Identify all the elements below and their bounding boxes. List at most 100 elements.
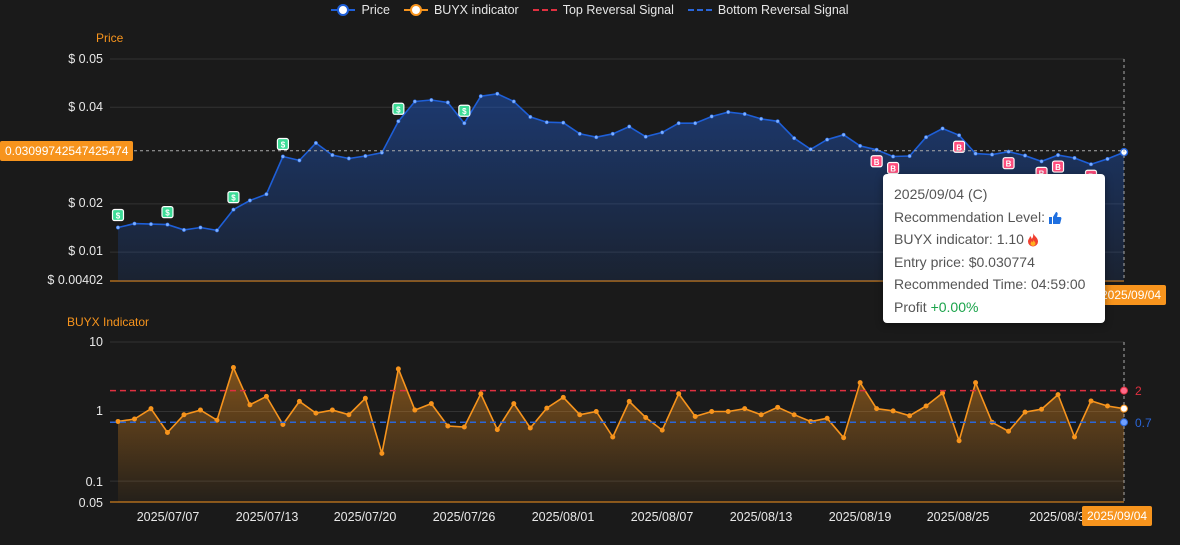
price-point-19 bbox=[429, 97, 434, 103]
buy-signal-marker-7[interactable]: $ bbox=[227, 191, 240, 204]
legend-item-price[interactable]: Price bbox=[331, 3, 390, 17]
buyx-y-tick-0: 10 bbox=[89, 335, 103, 349]
buyx-point-11 bbox=[296, 398, 302, 404]
price-point-56 bbox=[1039, 159, 1044, 164]
x-tick-8: 2025/08/25 bbox=[926, 510, 990, 524]
price-point-6 bbox=[214, 228, 220, 233]
bottom-reversal-endpoint bbox=[1120, 418, 1128, 427]
price-point-30 bbox=[610, 131, 615, 136]
price-point-60 bbox=[1105, 156, 1110, 161]
buyx-point-31 bbox=[626, 398, 632, 404]
buyx-point-22 bbox=[478, 391, 484, 397]
svg-text:$: $ bbox=[231, 194, 236, 203]
legend-buyx-marker bbox=[403, 4, 428, 16]
buyx-point-8 bbox=[247, 402, 253, 408]
buyx-point-18 bbox=[412, 407, 418, 413]
legend-bottom-reversal-label: Bottom Reversal Signal bbox=[717, 3, 849, 17]
price-point-16 bbox=[379, 150, 384, 155]
buyx-point-40 bbox=[775, 404, 781, 410]
buyx-point-51 bbox=[956, 438, 962, 444]
svg-text:$: $ bbox=[281, 141, 286, 150]
buyx-point-1 bbox=[131, 416, 137, 422]
buyx-point-43 bbox=[824, 415, 830, 421]
price-point-7 bbox=[231, 207, 236, 212]
buyx-point-9 bbox=[263, 393, 269, 399]
price-area bbox=[118, 93, 1124, 281]
buyx-point-24 bbox=[511, 401, 517, 407]
svg-text:$: $ bbox=[462, 107, 467, 116]
price-point-46 bbox=[874, 147, 879, 152]
buyx-panel-title: BUYX Indicator bbox=[67, 315, 150, 329]
legend-item-buyx[interactable]: BUYX indicator bbox=[403, 3, 519, 17]
buy-signal-marker-0[interactable]: $ bbox=[111, 208, 125, 222]
buy-signal-marker-3[interactable]: $ bbox=[161, 206, 174, 219]
price-point-25 bbox=[528, 114, 533, 119]
buyx-point-36 bbox=[709, 409, 715, 415]
buy-signal-marker-17[interactable]: $ bbox=[392, 102, 405, 115]
tooltip-buyx: BUYX indicator: 1.10 bbox=[894, 231, 1024, 248]
buyx-point-15 bbox=[362, 395, 368, 401]
buyx-point-27 bbox=[560, 394, 566, 400]
svg-text:$: $ bbox=[116, 212, 121, 221]
sell-signal-marker-47[interactable]: B bbox=[887, 161, 900, 175]
price-point-43 bbox=[825, 137, 830, 142]
x-tick-9: 2025/08/3 bbox=[1029, 510, 1085, 524]
buy-signal-marker-10[interactable]: $ bbox=[276, 137, 290, 151]
buyx-area bbox=[118, 367, 1124, 502]
x-tick-7: 2025/08/19 bbox=[828, 510, 892, 524]
sell-signal-marker-54[interactable]: B bbox=[1002, 157, 1015, 170]
buyx-point-55 bbox=[1022, 409, 1028, 415]
legend-price-marker bbox=[331, 4, 356, 16]
buyx-point-61 bbox=[1120, 404, 1128, 413]
sell-signal-marker-57[interactable]: B bbox=[1051, 160, 1065, 173]
buyx-point-10 bbox=[280, 422, 286, 428]
price-point-47 bbox=[891, 154, 896, 159]
top-reversal-endpoint bbox=[1120, 386, 1128, 395]
buyx-y-tick-1: 1 bbox=[96, 404, 103, 418]
buyx-point-35 bbox=[692, 413, 698, 419]
price-point-32 bbox=[643, 134, 648, 139]
svg-text:B: B bbox=[1006, 160, 1012, 169]
x-tick-1: 2025/07/13 bbox=[235, 510, 299, 524]
buyx-point-46 bbox=[874, 406, 880, 412]
buy-signal-marker-21[interactable]: $ bbox=[458, 104, 471, 117]
buyx-point-57 bbox=[1055, 392, 1061, 398]
price-point-52 bbox=[973, 151, 978, 156]
buyx-point-30 bbox=[610, 434, 616, 440]
buyx-point-34 bbox=[676, 391, 682, 397]
buyx-point-58 bbox=[1072, 434, 1078, 440]
price-point-22 bbox=[478, 94, 483, 99]
chart-legend: Price BUYX indicator Top Reversal Signal… bbox=[0, 1, 1180, 19]
buyx-line bbox=[117, 365, 1125, 454]
sell-signal-marker-46[interactable]: B bbox=[870, 155, 883, 168]
buyx-point-25 bbox=[527, 425, 533, 431]
price-point-29 bbox=[594, 135, 599, 140]
legend-item-top-reversal[interactable]: Top Reversal Signal bbox=[532, 3, 674, 17]
thumbs-up-icon bbox=[1048, 211, 1062, 224]
buyx-point-38 bbox=[742, 406, 748, 412]
buyx-date-tag: 2025/09/04 bbox=[1082, 506, 1153, 526]
x-tick-6: 2025/08/13 bbox=[729, 510, 793, 524]
flame-icon bbox=[1027, 233, 1038, 247]
price-point-58 bbox=[1072, 155, 1077, 161]
price-point-54 bbox=[1006, 149, 1011, 154]
buyx-point-23 bbox=[494, 427, 500, 433]
price-point-10 bbox=[280, 154, 285, 159]
buyx-point-39 bbox=[758, 412, 764, 418]
buyx-point-26 bbox=[544, 405, 550, 411]
price-point-31 bbox=[627, 124, 632, 129]
buyx-point-7 bbox=[230, 364, 236, 370]
price-point-8 bbox=[247, 198, 252, 203]
price-point-17 bbox=[396, 119, 401, 124]
price-point-49 bbox=[924, 135, 929, 140]
buyx-point-3 bbox=[164, 429, 170, 435]
buyx-point-33 bbox=[659, 427, 665, 433]
price-point-41 bbox=[792, 136, 797, 141]
price-point-12 bbox=[313, 140, 318, 146]
legend-item-bottom-reversal[interactable]: Bottom Reversal Signal bbox=[687, 3, 849, 17]
sell-signal-marker-51[interactable]: B bbox=[952, 140, 966, 153]
price-point-42 bbox=[808, 147, 813, 152]
buyx-point-14 bbox=[346, 412, 352, 418]
legend-top-reversal-marker bbox=[532, 9, 557, 11]
